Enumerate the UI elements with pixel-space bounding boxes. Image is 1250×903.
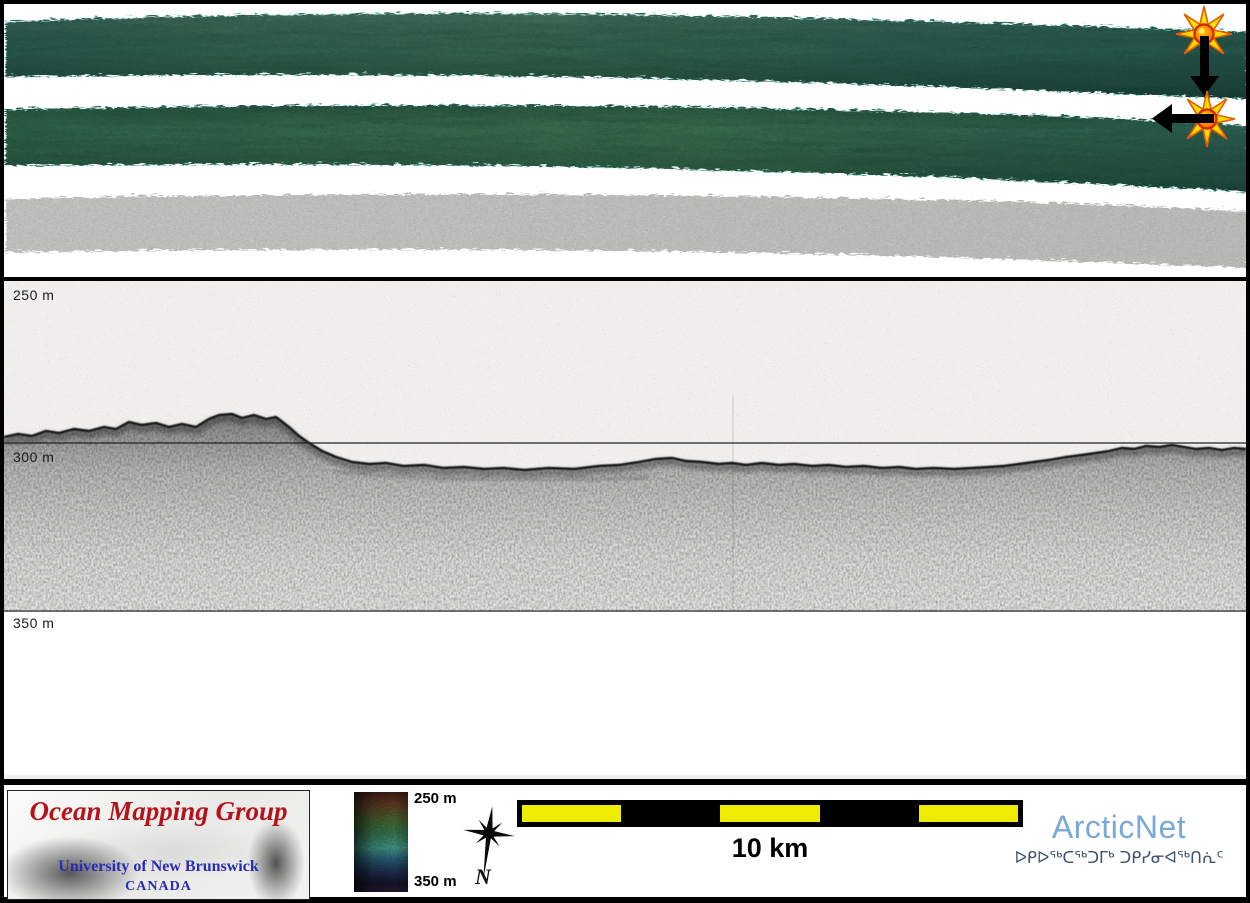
north-arrow-icon: [447, 803, 531, 881]
swath-strips-graphic: [4, 4, 1246, 266]
swath-section: [4, 4, 1246, 277]
scale-segment: [918, 805, 1019, 822]
left-arrow-icon: [1152, 104, 1214, 133]
footer-legend-bar: Ocean Mapping Group University of New Br…: [4, 785, 1246, 900]
echogram-graphic: [3, 281, 1247, 775]
colorbar-bottom-label: 350 m: [414, 873, 457, 890]
colorbar-top-label: 250 m: [414, 790, 457, 807]
arcticnet-name: ArcticNet: [1051, 809, 1187, 845]
scale-bar-label: 10 km: [731, 833, 809, 863]
scale-segment: [819, 805, 919, 822]
starburst-marker-icon: [1152, 89, 1237, 149]
down-arrow-icon: [1190, 36, 1219, 96]
starburst-marker-icon: [1174, 4, 1234, 96]
omg-university: University of New Brunswick: [58, 858, 259, 875]
scale-segment: [720, 805, 820, 822]
north-label: N: [475, 864, 491, 889]
depth-colorbar: [354, 792, 408, 892]
backscatter-swath: [4, 192, 1246, 266]
depth-label-350m: 350 m: [13, 615, 55, 631]
arcticnet-inuktitut-text: ᐅᑭᐅᖅᑕᖅᑐᒥᒃ ᑐᑭᓯᓂᐊᖅᑎᕇᑦ: [1014, 848, 1224, 867]
omg-title: Ocean Mapping Group: [29, 796, 288, 826]
map-scale-bar: [517, 800, 1023, 827]
depth-label-300m: 300 m: [13, 449, 55, 465]
depth-label-250m: 250 m: [13, 287, 55, 303]
omg-logo: Ocean Mapping Group University of New Br…: [7, 790, 310, 900]
scale-segment: [522, 805, 622, 822]
blank-below-350m: [4, 612, 1246, 775]
omg-country: CANADA: [125, 879, 192, 894]
seafloor-trace: [3, 412, 1247, 482]
multibeam-bathymetry-swath-2: [4, 102, 1246, 191]
arcticnet-logo: ArcticNet ᐅᑭᐅᖅᑕᖅᑐᒥᒃ ᑐᑭᓯᓂᐊᖅᑎᕇᑦ: [994, 809, 1244, 867]
subbottom-profile-panel: 250 m 300 m 350 m: [3, 277, 1247, 785]
scale-segment: [621, 805, 721, 822]
figure-inner: 250 m 300 m 350 m Ocean Mapping Group Un…: [3, 4, 1247, 900]
multibeam-bathymetry-swath-1: [4, 11, 1246, 98]
